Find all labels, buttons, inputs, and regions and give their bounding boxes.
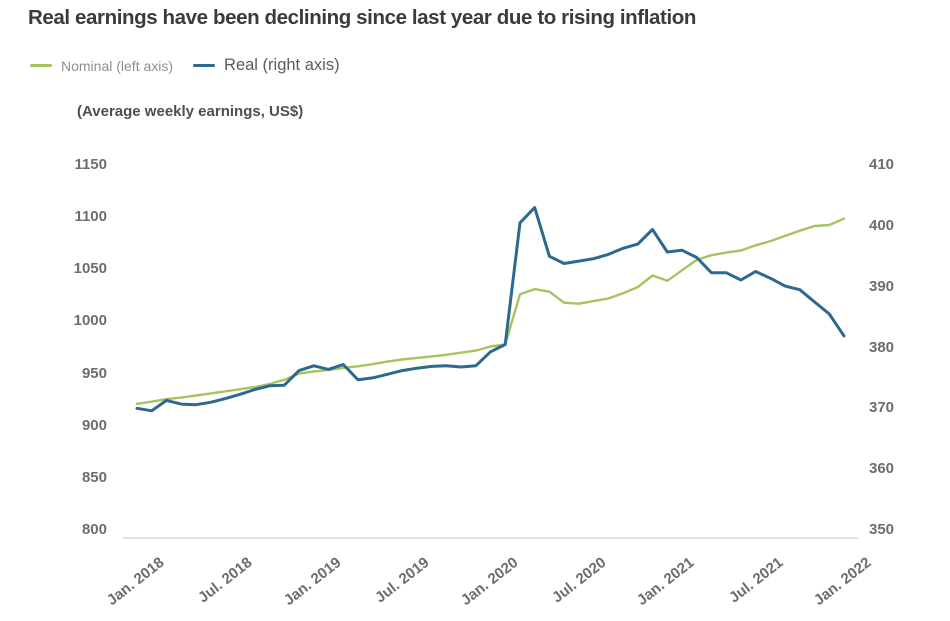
axis-units-label: (Average weekly earnings, US$) [77, 103, 304, 120]
y-tick-left: 950 [81, 364, 107, 382]
legend-item-nominal: Nominal (left axis) [30, 58, 173, 74]
y-tick-left: 900 [81, 416, 107, 434]
real-line [135, 206, 846, 413]
y-tick-left: 1100 [74, 208, 107, 226]
y-tick-left: 850 [81, 468, 107, 486]
y-tick-left: 800 [81, 521, 107, 538]
chart-title: Real earnings have been declining since … [28, 6, 696, 29]
y-tick-right: 370 [869, 399, 895, 417]
y-tick-right: 380 [869, 338, 895, 356]
y-tick-left: 1150 [74, 156, 107, 173]
y-tick-right: 390 [869, 277, 895, 295]
y-tick-left: 1050 [73, 260, 107, 278]
y-tick-right: 360 [869, 460, 895, 478]
real-legend-label: Real (right axis) [224, 56, 340, 74]
real-legend-swatch [193, 64, 216, 67]
nominal-legend-label: Nominal (left axis) [61, 57, 174, 74]
y-tick-left: 1000 [73, 312, 107, 330]
y-tick-right: 350 [869, 521, 895, 538]
legend-item-real: Real (right axis) [193, 56, 340, 75]
y-tick-right: 410 [869, 156, 895, 173]
nominal-line [135, 217, 846, 405]
nominal-legend-swatch [30, 64, 52, 67]
legend: Nominal (left axis) Real (right axis) [30, 56, 340, 75]
y-tick-right: 400 [869, 216, 895, 234]
